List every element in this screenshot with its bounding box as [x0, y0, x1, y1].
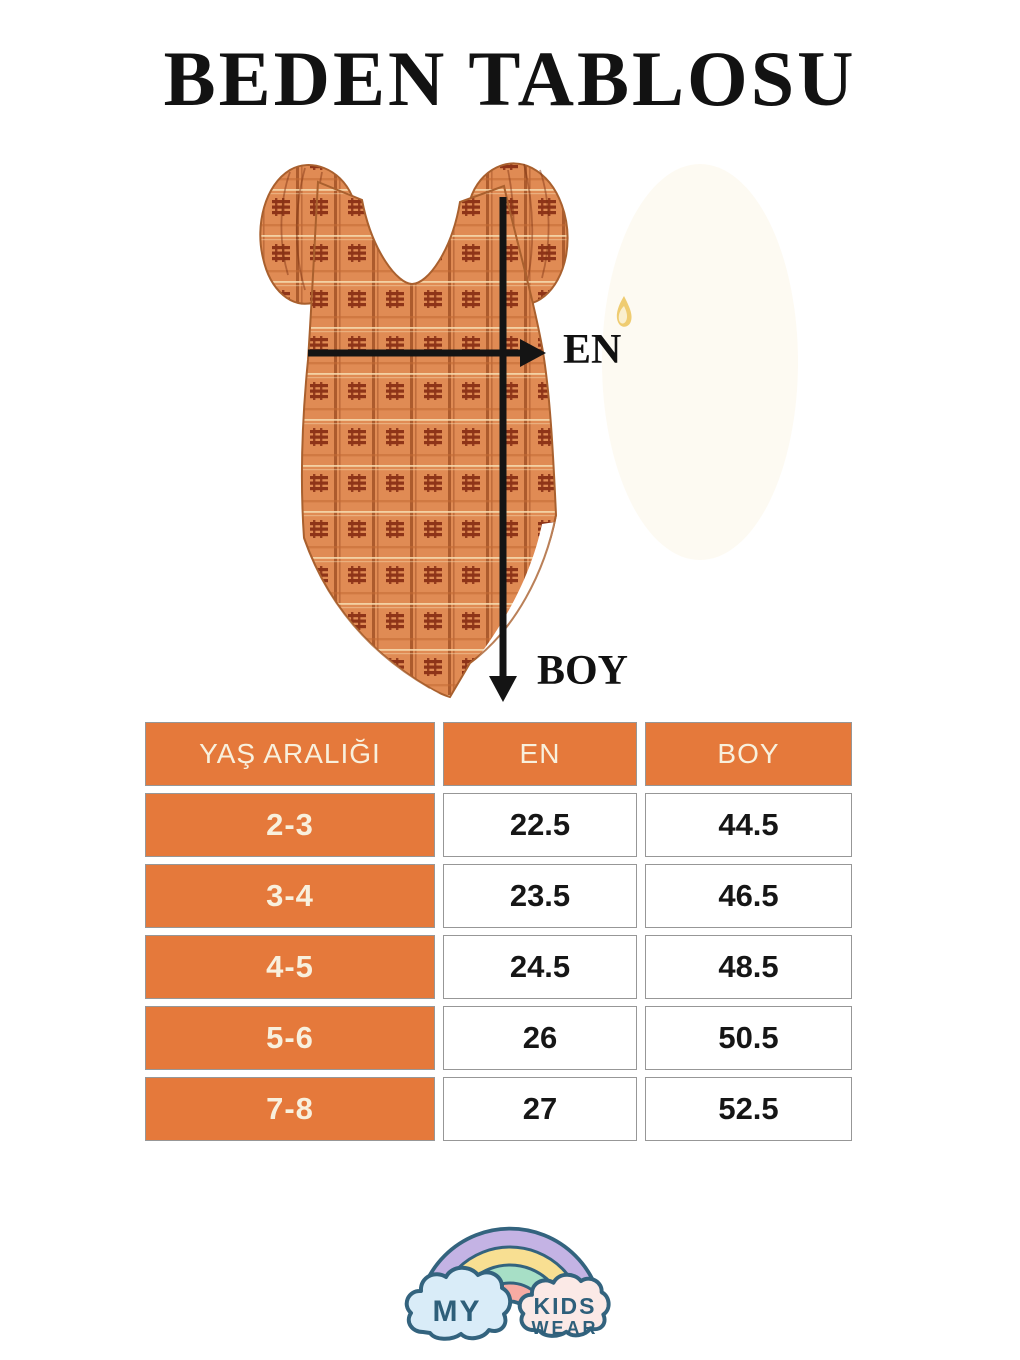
- swimsuit-body: [300, 180, 558, 699]
- page-title: BEDEN TABLOSU: [163, 35, 857, 122]
- logo-text-my: MY: [433, 1295, 482, 1328]
- logo-text-kids: KIDS: [534, 1293, 597, 1319]
- table-row-age: 3-4: [145, 864, 435, 928]
- table-row-en: 27: [443, 1077, 637, 1141]
- table-row-en: 26: [443, 1006, 637, 1070]
- table-row-boy: 44.5: [645, 793, 852, 857]
- size-chart-table: YAŞ ARALIĞI EN BOY 2-3 22.5 44.5 3-4 23.…: [145, 722, 852, 1141]
- width-measure-label: EN: [563, 327, 622, 373]
- brand-logo: MY KIDS WEAR: [404, 1226, 611, 1341]
- table-row-boy: 52.5: [645, 1077, 852, 1141]
- height-measure-label: BOY: [537, 648, 629, 694]
- table-row-boy: 50.5: [645, 1006, 852, 1070]
- table-row-en: 23.5: [443, 864, 637, 928]
- table-row-age: 4-5: [145, 935, 435, 999]
- table-row-en: 22.5: [443, 793, 637, 857]
- table-header-en: EN: [443, 722, 637, 786]
- swimsuit-hem-lines: [303, 514, 557, 689]
- table-row-boy: 46.5: [645, 864, 852, 928]
- table-header-boy: BOY: [645, 722, 852, 786]
- height-arrow: [489, 197, 517, 702]
- photo-backdrop: [602, 164, 798, 560]
- photo-artifact: [616, 296, 632, 327]
- table-row-boy: 48.5: [645, 935, 852, 999]
- table-row-age: 7-8: [145, 1077, 435, 1141]
- width-arrow: [308, 339, 546, 367]
- swimsuit-lining: [302, 522, 555, 694]
- table-row-age: 5-6: [145, 1006, 435, 1070]
- table-row-age: 2-3: [145, 793, 435, 857]
- table-header-age: YAŞ ARALIĞI: [145, 722, 435, 786]
- logo-text-wear: WEAR: [532, 1318, 599, 1338]
- swimsuit-measurement-diagram: [259, 162, 798, 702]
- table-row-en: 24.5: [443, 935, 637, 999]
